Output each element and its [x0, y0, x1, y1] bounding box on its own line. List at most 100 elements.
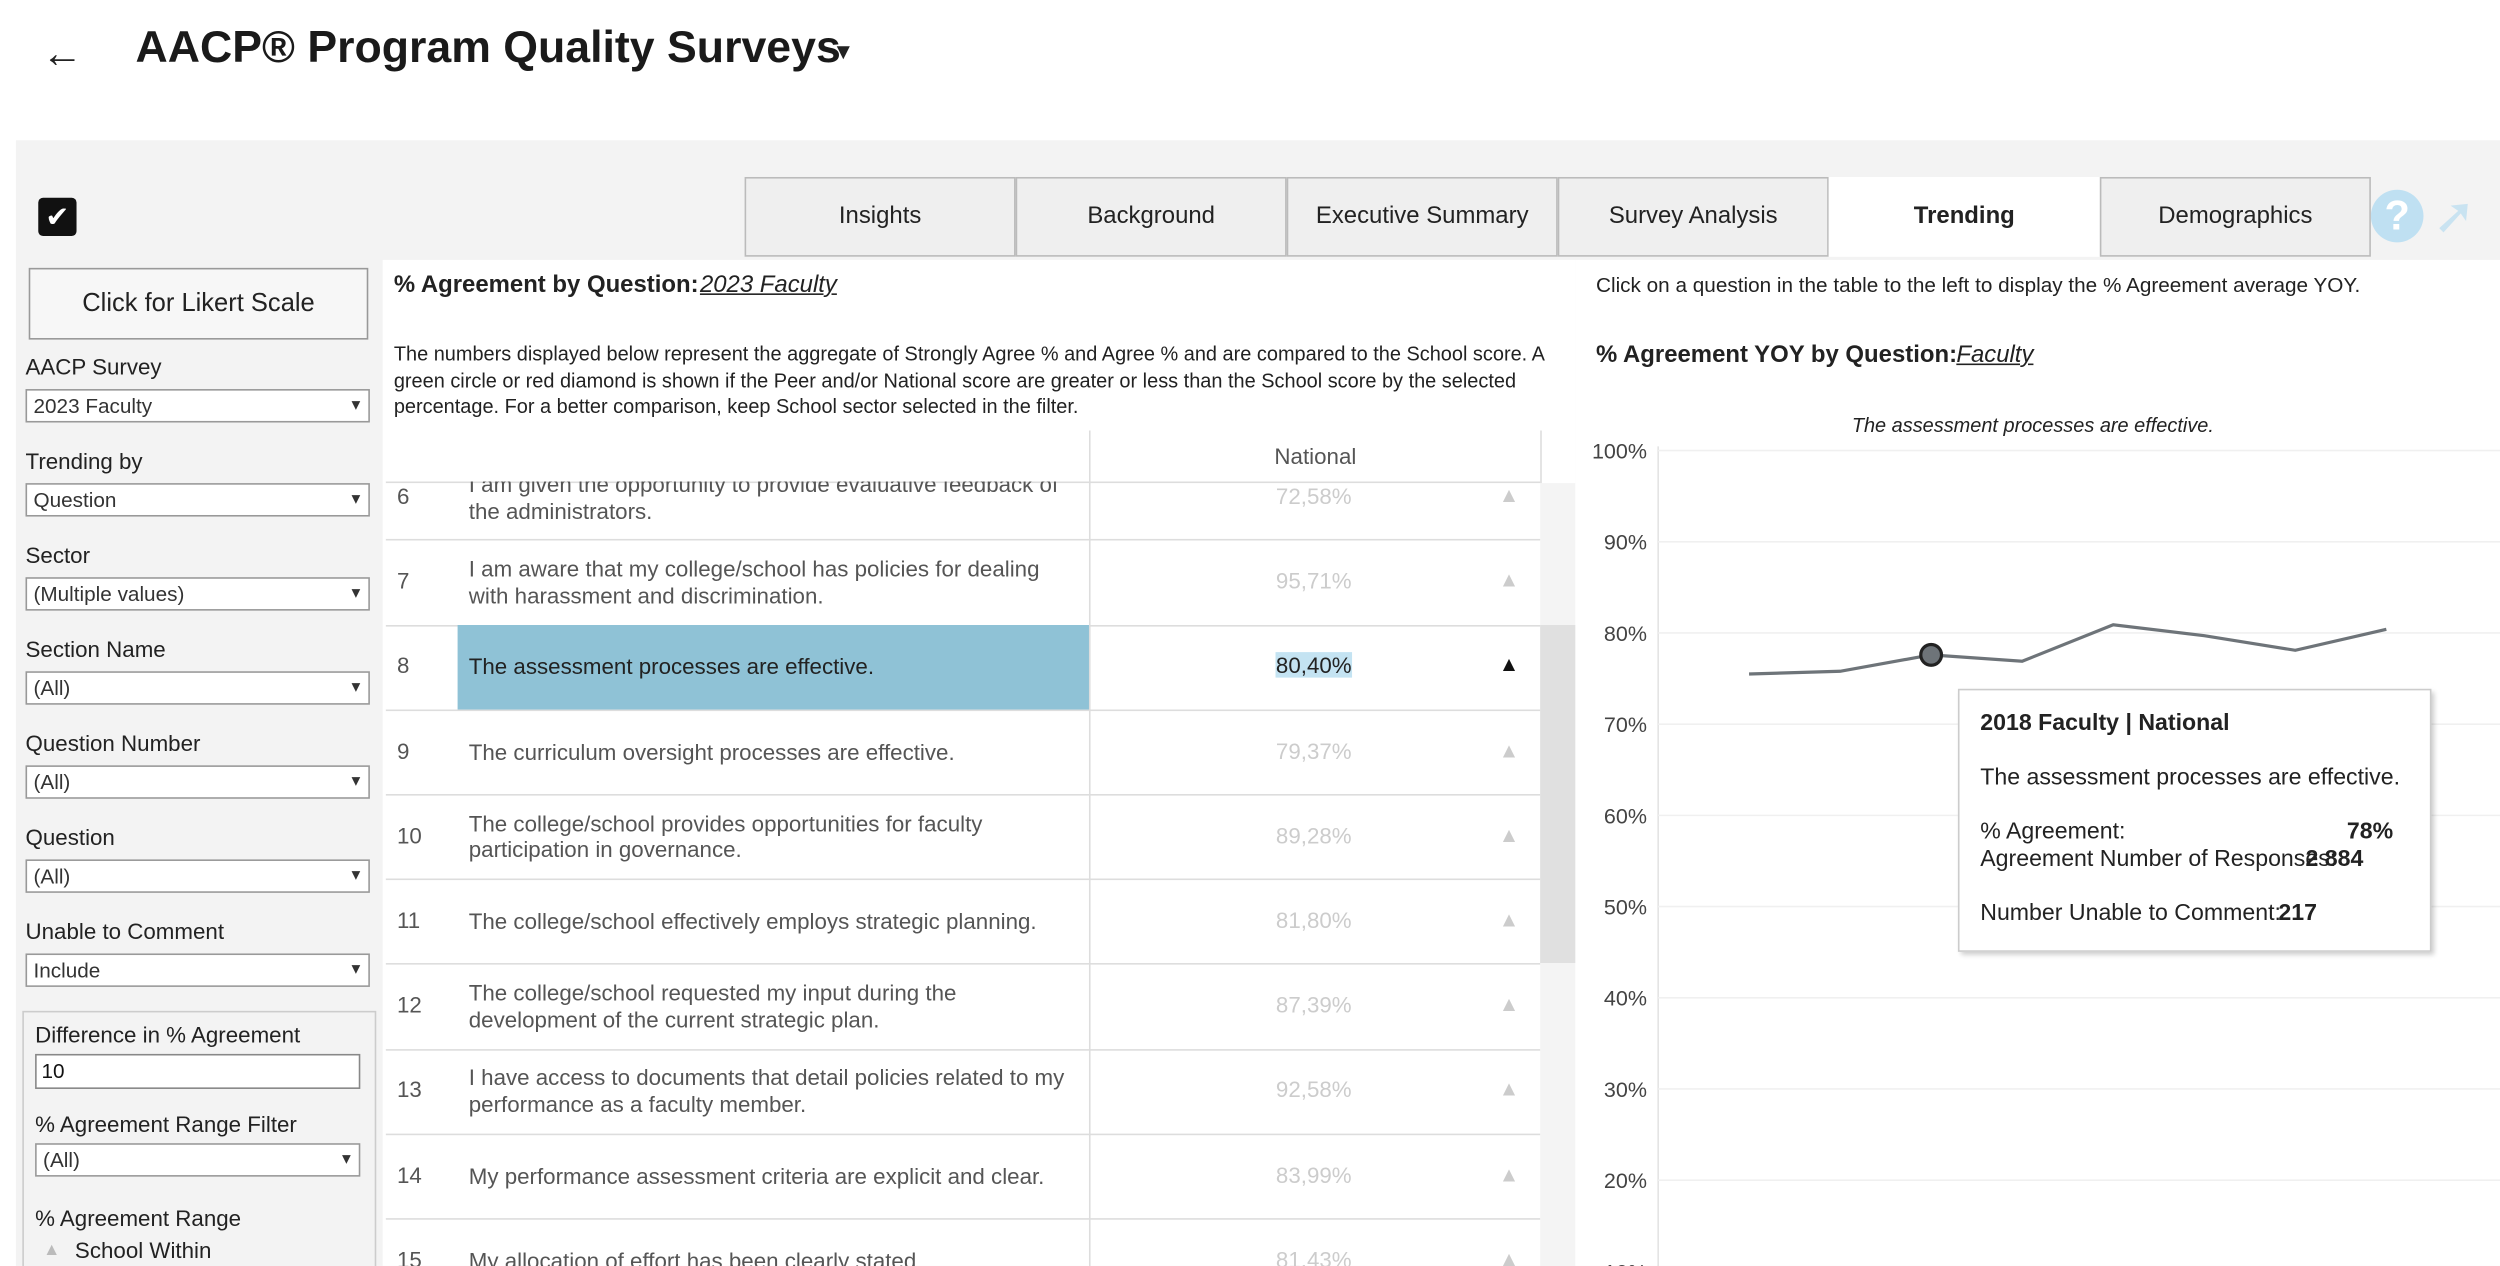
tab[interactable]: Executive Summary: [1286, 176, 1558, 257]
table-header-cover: [385, 432, 1089, 482]
column-divider: [1540, 430, 1542, 484]
filter-label: Question: [25, 824, 115, 850]
y-tick-label: 80%: [1604, 622, 1647, 646]
row-separator: [385, 539, 1541, 542]
row-number: 15: [397, 1246, 422, 1266]
row-separator: [385, 709, 1541, 711]
row-number: 8: [397, 652, 410, 679]
filter-label: Trending by: [25, 448, 143, 474]
row-number: 11: [397, 907, 421, 933]
row-separator: [385, 878, 1541, 881]
row-indicator: ▲: [1498, 1246, 1520, 1266]
tooltip-value: 2 884: [2305, 846, 2364, 873]
y-tick-label: 40%: [1604, 987, 1647, 1011]
chart-title-link[interactable]: Faculty: [1956, 341, 2034, 369]
range-legend: School Within: [74, 1237, 212, 1263]
table-title-link[interactable]: 2023 Faculty: [699, 271, 837, 299]
tooltip-label: Agreement Number of Responses:: [1980, 846, 2337, 873]
range-filter-label: % Agreement Range Filter: [35, 1111, 297, 1137]
help-icon[interactable]: ?: [2370, 189, 2424, 243]
y-tick-label: 60%: [1604, 804, 1647, 828]
tab[interactable]: Demographics: [2099, 176, 2371, 257]
filter-select[interactable]: 2023 Faculty: [25, 389, 370, 423]
tooltip: 2018 Faculty | National The assessment pr…: [1957, 688, 2432, 952]
row-question[interactable]: The curriculum oversight processes are e…: [468, 738, 955, 765]
row-separator: [385, 1133, 1541, 1135]
title-dropdown[interactable]: ▼: [832, 38, 855, 64]
column-divider: [1088, 430, 1091, 1266]
row-number: 7: [397, 567, 410, 594]
difference-label: Difference in % Agreement: [35, 1022, 301, 1048]
parameter-box: [22, 1010, 377, 1266]
table-description: The numbers displayed below represent th…: [393, 342, 1544, 418]
tab[interactable]: Survey Analysis: [1557, 176, 1829, 257]
table-header-line: [385, 481, 1541, 484]
row-number: 12: [397, 992, 422, 1018]
y-tick-label: 10%: [1604, 1260, 1647, 1266]
y-tick-label: 50%: [1604, 896, 1647, 920]
tooltip-label: % Agreement:: [1980, 819, 2126, 846]
tooltip-label: Number Unable to Comment:: [1980, 900, 2281, 927]
row-separator: [385, 1048, 1541, 1051]
scrollbar-thumb[interactable]: [1540, 625, 1576, 964]
tooltip-value: 78%: [2346, 819, 2394, 846]
range-filter-select[interactable]: (All): [35, 1143, 361, 1177]
filter-select[interactable]: (All): [25, 671, 370, 705]
filter-select[interactable]: Question: [25, 483, 370, 517]
row-indicator: ▲: [1498, 483, 1520, 508]
y-tick-label: 30%: [1604, 1078, 1647, 1102]
tab[interactable]: Background: [1015, 176, 1287, 257]
row-separator: [385, 794, 1541, 796]
share-icon[interactable]: ➚: [2433, 186, 2476, 244]
checkbox[interactable]: ✔: [38, 197, 77, 236]
back-arrow[interactable]: ←: [41, 28, 83, 77]
row-question[interactable]: The college/school effectively employs s…: [468, 908, 1037, 934]
row-indicator: ▲: [1498, 1161, 1520, 1186]
row-national: 79,37%: [1275, 737, 1352, 764]
highlighted-point: [1919, 642, 1944, 667]
row-question[interactable]: The college/school provides opportunitie…: [468, 810, 983, 863]
filter-label: Unable to Comment: [25, 918, 225, 944]
likert-button[interactable]: Click for Likert Scale: [28, 267, 369, 340]
tooltip-question: The assessment processes are effective.: [1980, 765, 2401, 791]
row-national: 81,80%: [1275, 907, 1352, 933]
selected-value: 80,40%: [1275, 652, 1352, 679]
row-question[interactable]: The college/school requested my input du…: [468, 980, 957, 1032]
filter-label: AACP Survey: [25, 353, 162, 380]
row-indicator: ▲: [1498, 652, 1520, 677]
y-tick-label: 100%: [1592, 440, 1647, 464]
filter-select[interactable]: (All): [25, 765, 370, 799]
tab[interactable]: Insights: [744, 176, 1016, 257]
tab[interactable]: Trending: [1828, 176, 2100, 257]
row-separator: [385, 1218, 1541, 1220]
row-question[interactable]: I am aware that my college/school has po…: [468, 555, 1040, 608]
row-number: 6: [397, 483, 410, 509]
row-question[interactable]: I have access to documents that detail p…: [468, 1064, 1065, 1117]
chart-title-prefix: % Agreement YOY by Question:: [1595, 341, 1958, 369]
tooltip-value: 217: [2278, 900, 2317, 927]
row-number: 9: [397, 737, 410, 764]
row-question[interactable]: My performance assessment criteria are e…: [468, 1162, 1045, 1189]
filter-label: Question Number: [25, 730, 201, 756]
row-indicator: ▲: [1498, 822, 1520, 847]
row-national: 95,71%: [1275, 567, 1352, 594]
row-question[interactable]: My allocation of effort has been clearly…: [468, 1247, 923, 1266]
chart-subtitle: The assessment processes are effective.: [1852, 415, 2214, 437]
row-national: 89,28%: [1275, 822, 1352, 848]
y-tick-label: 90%: [1604, 531, 1647, 555]
line: [1749, 623, 2387, 676]
row-number: 10: [397, 822, 422, 848]
row-national: 92,58%: [1275, 1076, 1352, 1103]
row-indicator: ▲: [1498, 567, 1520, 592]
column-header: National: [1274, 443, 1357, 469]
row-indicator: ▲: [1498, 737, 1520, 762]
difference-input[interactable]: 10: [35, 1053, 361, 1089]
filter-select[interactable]: (Multiple values): [25, 577, 370, 611]
filter-select[interactable]: Include: [25, 953, 370, 987]
row-indicator: ▲: [1498, 1076, 1520, 1101]
filter-label: Section Name: [25, 636, 166, 662]
y-tick-label: 20%: [1604, 1169, 1647, 1193]
row-national: 80,40%: [1091, 652, 1537, 679]
filter-select[interactable]: (All): [25, 859, 370, 893]
row-question[interactable]: The assessment processes are effective.: [468, 653, 875, 680]
